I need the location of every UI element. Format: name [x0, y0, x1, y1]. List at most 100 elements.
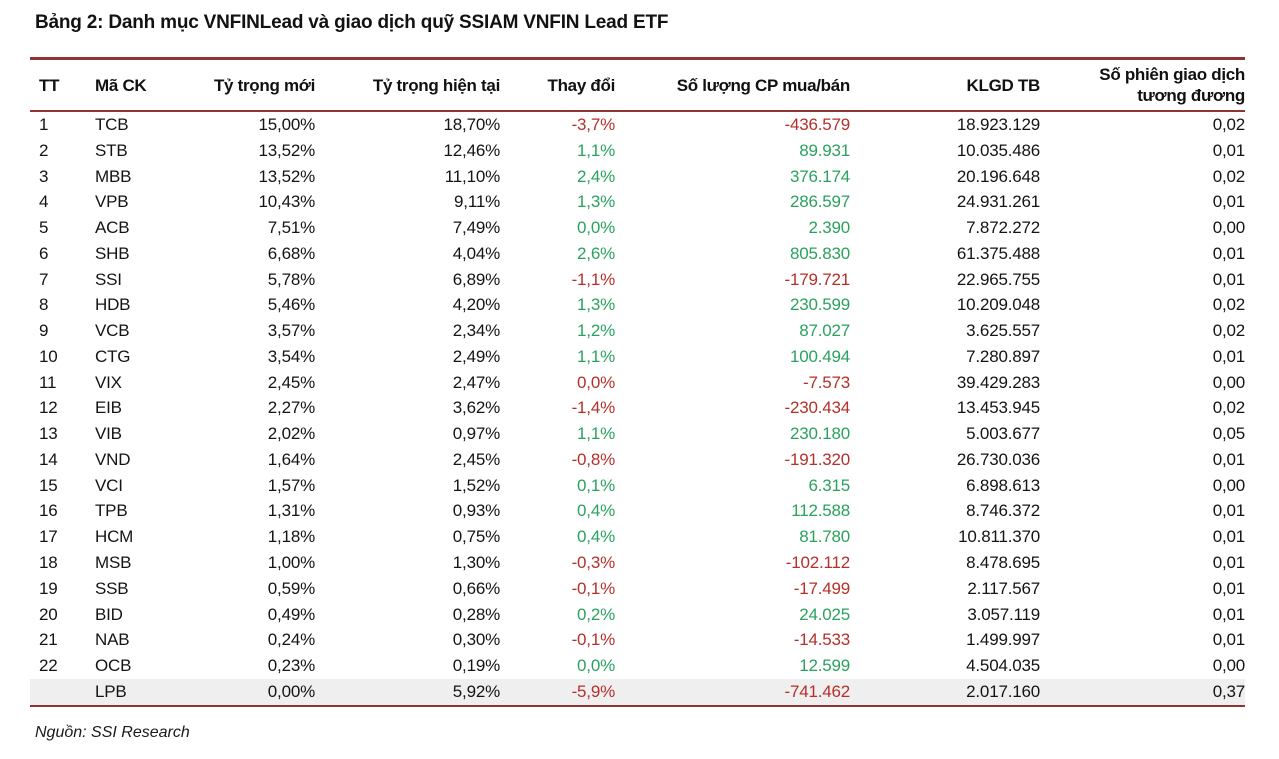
- table-row: 15 VCI 1,57% 1,52% 0,1% 6.315 6.898.613 …: [30, 473, 1245, 499]
- cell-avg-volume: 10.811.370: [958, 527, 1040, 547]
- cell-shares: -179.721: [784, 269, 850, 289]
- cell-sessions: 0,02: [1212, 321, 1245, 341]
- cell-change: 0,0%: [577, 218, 615, 238]
- cell-change: -0,1%: [571, 630, 616, 650]
- cell-ticker: VIX: [95, 372, 122, 392]
- cell-tt: 3: [39, 166, 49, 186]
- cell-avg-volume: 18.923.129: [956, 115, 1040, 134]
- cell-shares: 805.830: [789, 243, 850, 263]
- cell-change: 0,4%: [577, 501, 615, 521]
- cell-shares: -7.573: [802, 372, 850, 392]
- cell-sessions: 0,01: [1212, 501, 1245, 521]
- table-row: LPB 0,00% 5,92% -5,9% -741.462 2.017.160…: [30, 678, 1245, 705]
- cell-ticker: BID: [95, 604, 123, 624]
- cell-shares: 12.599: [799, 656, 850, 676]
- cell-change: 1,1%: [577, 140, 615, 160]
- cell-change: -1,4%: [571, 398, 616, 418]
- cell-new-weight: 1,00%: [267, 553, 315, 573]
- cell-shares: 2.390: [808, 218, 850, 238]
- cell-change: -1,1%: [571, 269, 616, 289]
- cell-avg-volume: 4.504.035: [966, 656, 1040, 676]
- table-title: Bảng 2: Danh mục VNFINLead và giao dịch …: [35, 12, 669, 33]
- cell-change: -3,7%: [571, 115, 616, 134]
- cell-sessions: 0,00: [1212, 372, 1245, 392]
- cell-new-weight: 13,52%: [258, 140, 316, 160]
- cell-current-weight: 2,49%: [452, 346, 500, 366]
- cell-current-weight: 4,20%: [452, 295, 500, 315]
- table-row: 4 VPB 10,43% 9,11% 1,3% 286.597 24.931.2…: [30, 189, 1245, 215]
- header-tt: TT: [39, 75, 60, 95]
- cell-avg-volume: 3.625.557: [966, 321, 1040, 341]
- table-row: 17 HCM 1,18% 0,75% 0,4% 81.780 10.811.37…: [30, 524, 1245, 550]
- cell-tt: 1: [39, 115, 49, 134]
- cell-avg-volume: 8.746.372: [966, 501, 1040, 521]
- cell-avg-volume: 2.017.160: [966, 681, 1040, 701]
- cell-sessions: 0,01: [1212, 604, 1245, 624]
- cell-tt: 10: [39, 346, 58, 366]
- cell-shares: -14.533: [793, 630, 850, 650]
- table-row: 9 VCB 3,57% 2,34% 1,2% 87.027 3.625.557 …: [30, 318, 1245, 344]
- cell-new-weight: 0,00%: [267, 681, 315, 701]
- cell-sessions: 0,01: [1212, 630, 1245, 650]
- cell-new-weight: 1,31%: [267, 501, 315, 521]
- cell-ticker: HCM: [95, 527, 134, 547]
- cell-new-weight: 15,00%: [258, 115, 316, 134]
- cell-avg-volume: 26.730.036: [956, 449, 1040, 469]
- cell-avg-volume: 3.057.119: [967, 604, 1040, 624]
- cell-tt: 15: [39, 475, 58, 495]
- table-row: 20 BID 0,49% 0,28% 0,2% 24.025 3.057.119…: [30, 602, 1245, 628]
- cell-avg-volume: 10.209.048: [956, 295, 1040, 315]
- header-current-weight: Tỷ trọng hiện tại: [372, 75, 500, 95]
- table-row: 6 SHB 6,68% 4,04% 2,6% 805.830 61.375.48…: [30, 241, 1245, 267]
- table-header-row: TT Mã CK Tỷ trọng mới Tỷ trọng hiện tại …: [30, 60, 1245, 112]
- table-row: 18 MSB 1,00% 1,30% -0,3% -102.112 8.478.…: [30, 550, 1245, 576]
- cell-sessions: 0,00: [1212, 218, 1245, 238]
- cell-ticker: ACB: [95, 218, 130, 238]
- cell-change: 1,1%: [577, 424, 615, 444]
- cell-current-weight: 5,92%: [452, 681, 500, 701]
- cell-tt: 9: [39, 321, 49, 341]
- cell-avg-volume: 10.035.486: [956, 140, 1040, 160]
- cell-sessions: 0,02: [1212, 115, 1245, 134]
- cell-tt: 16: [39, 501, 58, 521]
- cell-tt: 14: [39, 449, 58, 469]
- cell-change: -0,3%: [571, 553, 616, 573]
- cell-shares: -17.499: [793, 578, 850, 598]
- cell-tt: 13: [39, 424, 58, 444]
- table-row: 8 HDB 5,46% 4,20% 1,3% 230.599 10.209.04…: [30, 292, 1245, 318]
- cell-ticker: NAB: [95, 630, 130, 650]
- cell-shares: 6.315: [808, 475, 850, 495]
- cell-shares: 376.174: [789, 166, 850, 186]
- table-row: 19 SSB 0,59% 0,66% -0,1% -17.499 2.117.5…: [30, 576, 1245, 602]
- cell-ticker: TCB: [95, 115, 129, 134]
- cell-shares: 112.588: [791, 501, 850, 521]
- cell-shares: 24.025: [799, 604, 850, 624]
- cell-ticker: VCI: [95, 475, 123, 495]
- cell-avg-volume: 7.872.272: [966, 218, 1040, 238]
- cell-current-weight: 1,52%: [452, 475, 500, 495]
- table-row: 21 NAB 0,24% 0,30% -0,1% -14.533 1.499.9…: [30, 627, 1245, 653]
- cell-new-weight: 5,46%: [267, 295, 315, 315]
- cell-change: 2,4%: [577, 166, 615, 186]
- cell-shares: -230.434: [784, 398, 850, 418]
- cell-shares: -436.579: [784, 115, 850, 134]
- cell-current-weight: 2,47%: [452, 372, 500, 392]
- cell-sessions: 0,01: [1212, 346, 1245, 366]
- cell-current-weight: 0,66%: [452, 578, 500, 598]
- cell-ticker: STB: [95, 140, 128, 160]
- table-row: 7 SSI 5,78% 6,89% -1,1% -179.721 22.965.…: [30, 267, 1245, 293]
- cell-avg-volume: 6.898.613: [966, 475, 1040, 495]
- cell-current-weight: 9,11%: [454, 192, 500, 212]
- cell-new-weight: 0,49%: [267, 604, 315, 624]
- cell-current-weight: 0,28%: [452, 604, 500, 624]
- cell-change: 0,1%: [577, 475, 615, 495]
- cell-new-weight: 7,51%: [267, 218, 315, 238]
- cell-avg-volume: 5.003.677: [966, 424, 1040, 444]
- cell-sessions: 0,01: [1212, 449, 1245, 469]
- cell-shares: -741.462: [784, 681, 850, 701]
- cell-change: 0,0%: [577, 372, 615, 392]
- cell-ticker: LPB: [95, 681, 127, 701]
- table-row: 22 OCB 0,23% 0,19% 0,0% 12.599 4.504.035…: [30, 653, 1245, 679]
- cell-change: 0,0%: [577, 656, 615, 676]
- cell-current-weight: 18,70%: [443, 115, 501, 134]
